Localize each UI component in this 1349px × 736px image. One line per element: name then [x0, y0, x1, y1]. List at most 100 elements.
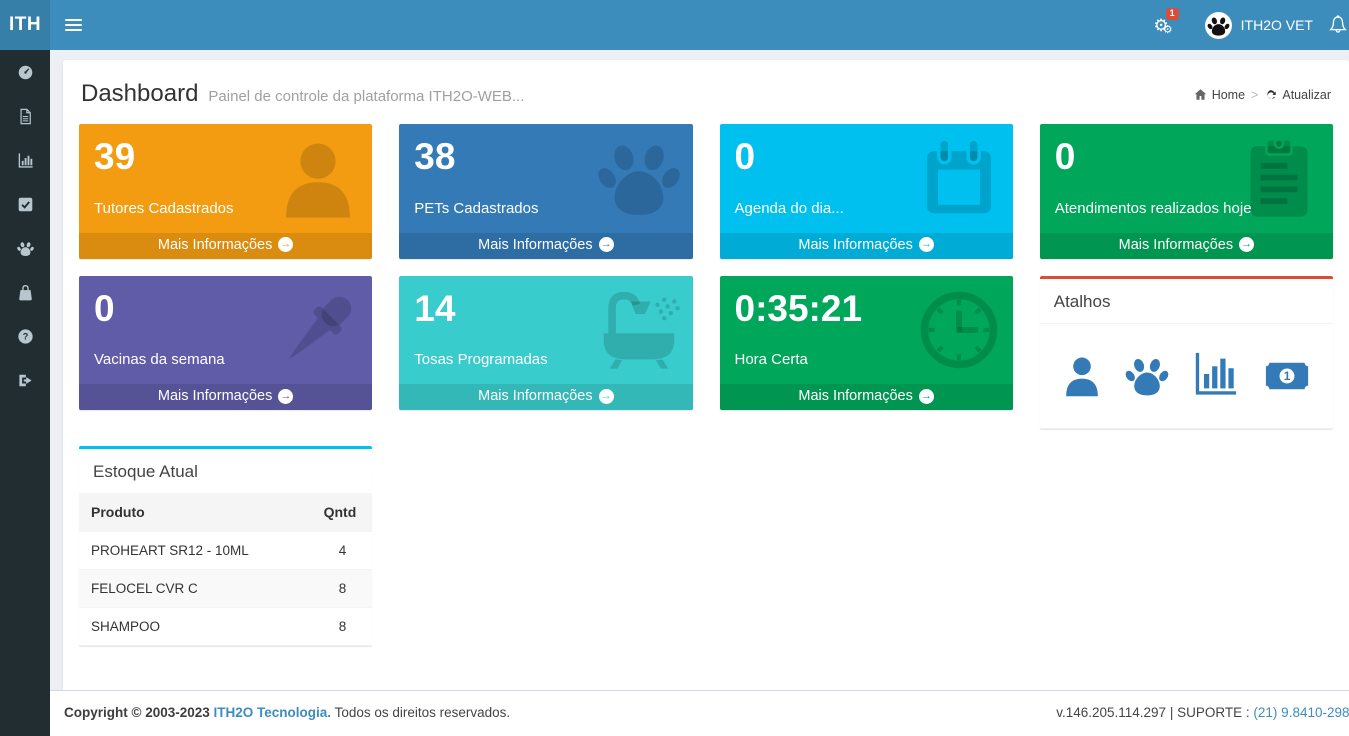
arrow-circle-icon: → — [1239, 237, 1255, 253]
user-menu-button[interactable]: ITH2O VET — [1183, 11, 1327, 39]
notification-badge: 1 — [1165, 8, 1179, 20]
stock-header-row: Produto Qntd — [79, 492, 373, 532]
bar-chart-icon — [1195, 352, 1237, 395]
bath-shower-icon — [597, 288, 681, 372]
infobox-label: Tosas Programadas — [414, 351, 548, 369]
infobox-label: Tutores Cadastrados — [94, 199, 234, 217]
table-row[interactable]: SHAMPOO 8 — [79, 606, 373, 645]
check-square-icon — [18, 197, 32, 211]
bell-icon — [1329, 15, 1347, 33]
infobox-label: Hora Certa — [734, 351, 808, 369]
shortcut-financeiro-button[interactable]: 1 — [1261, 354, 1313, 398]
shortcuts-body: 1 — [1040, 324, 1333, 428]
shortcut-pets-button[interactable] — [1125, 354, 1169, 398]
arrow-circle-icon: → — [918, 237, 934, 253]
arrow-circle-icon: → — [278, 388, 294, 404]
svg-text:?: ? — [22, 331, 28, 341]
footer-version-support: v.146.205.114.297 | SUPORTE : (21) 9.841… — [1056, 705, 1349, 720]
more-info-link[interactable]: Mais Informações → — [79, 232, 373, 259]
infobox-pets: 38 PETs Cadastrados Mais Inform — [399, 124, 693, 259]
infobox-label: Agenda do dia... — [734, 199, 844, 217]
shortcut-tutores-button[interactable] — [1060, 354, 1104, 398]
calendar-icon — [917, 136, 1001, 220]
support-label: SUPORTE : — [1177, 705, 1250, 720]
sidebar-item-documentos[interactable] — [0, 94, 50, 138]
infobox-vacinas: 0 Vacinas da semana — [79, 275, 373, 411]
arrow-circle-icon: → — [918, 388, 934, 404]
sidebar-item-ajuda[interactable]: ? — [0, 314, 50, 358]
shopping-bag-icon — [18, 284, 32, 300]
infobox-value: 38 — [414, 136, 456, 177]
page-header: Dashboard Painel de controle da platafor… — [79, 70, 1333, 124]
page-title: Dashboard — [81, 80, 199, 107]
gears-icon: ⚙ — [1153, 15, 1169, 35]
more-info-link[interactable]: Mais Informações → — [1039, 232, 1333, 259]
gear-small-icon: ⚙ — [1162, 23, 1173, 36]
main-footer: Copyright © 2003-2023 ITH2O Tecnologia. … — [50, 690, 1349, 736]
company-link[interactable]: ITH2O Tecnologia. — [213, 705, 332, 720]
breadcrumb-refresh-link[interactable]: Atualizar — [1264, 88, 1331, 102]
home-icon — [1194, 89, 1206, 100]
person-icon — [1065, 357, 1098, 396]
infobox-label: Atendimentos realizados hoje — [1054, 199, 1252, 217]
shortcuts-box: Atalhos — [1039, 275, 1333, 429]
shortcut-relatorios-button[interactable] — [1190, 350, 1240, 398]
product-qty: 8 — [310, 568, 373, 608]
sidebar-item-pets[interactable] — [0, 226, 50, 270]
stock-table: Produto Qntd PROHEART SR12 - 10ML 4 FELO… — [79, 492, 373, 645]
infobox-value: 0:35:21 — [734, 287, 863, 329]
logout-icon — [18, 374, 32, 386]
version-text: v.146.205.114.297 — [1056, 705, 1167, 720]
infobox-tutores: 39 Tutores Cadastrados Mais Informações → — [79, 124, 373, 259]
breadcrumb: Home > Atualizar — [1194, 88, 1331, 102]
person-icon — [276, 136, 360, 220]
paw-icon — [16, 241, 34, 256]
refresh-icon — [1267, 90, 1277, 99]
user-name: ITH2O VET — [1240, 17, 1313, 33]
infobox-label: PETs Cadastrados — [414, 199, 539, 217]
more-info-link[interactable]: Mais Informações → — [399, 384, 693, 411]
breadcrumb-home-link[interactable]: Home — [1194, 88, 1245, 102]
dashboard-gauge-icon — [18, 65, 32, 79]
more-info-link[interactable]: Mais Informações → — [399, 232, 693, 259]
table-row[interactable]: PROHEART SR12 - 10ML 4 — [79, 530, 373, 570]
product-name: FELOCEL CVR C — [79, 568, 311, 608]
notifications-button[interactable] — [1327, 0, 1349, 50]
infobox-value: 39 — [94, 136, 136, 177]
money-icon: 1 — [1262, 358, 1312, 393]
settings-menu-button[interactable]: ⚙ ⚙ 1 — [1144, 0, 1183, 50]
product-qty: 4 — [310, 530, 373, 570]
content-wrapper: Dashboard Painel de controle da platafor… — [50, 50, 1349, 693]
sidebar-item-sair[interactable] — [0, 358, 50, 402]
app-logo[interactable]: ITH — [0, 0, 50, 50]
sidebar-item-dashboard[interactable] — [0, 50, 50, 94]
more-info-link[interactable]: Mais Informações → — [719, 232, 1013, 259]
stock-box: Estoque Atual Produto Qntd PROHEART SR12… — [79, 445, 373, 646]
footer-copyright: Copyright © 2003-2023 ITH2O Tecnologia. … — [64, 705, 511, 720]
infobox-label: Vacinas da semana — [94, 351, 225, 369]
clipboard-icon — [1237, 136, 1321, 220]
infobox-value: 0 — [1054, 136, 1076, 177]
stock-col-qntd: Qntd — [310, 492, 373, 532]
main-panel: Dashboard Painel de controle da platafor… — [63, 60, 1349, 693]
support-phone-link[interactable]: (21) 9.8410-2983 — [1253, 705, 1349, 720]
table-row[interactable]: FELOCEL CVR C 8 — [79, 568, 373, 608]
product-name: PROHEART SR12 - 10ML — [79, 530, 311, 570]
bar-chart-icon — [18, 152, 33, 168]
more-info-link[interactable]: Mais Informações → — [719, 384, 1013, 411]
sidebar-item-tarefas[interactable] — [0, 182, 50, 226]
clock-icon — [917, 288, 1001, 372]
sidebar-toggle-button[interactable] — [50, 0, 96, 50]
navbar-right: ⚙ ⚙ 1 ITH2O VET — [1144, 0, 1349, 50]
stock-col-produto: Produto — [79, 492, 311, 532]
infobox-value: 0 — [734, 136, 756, 177]
infobox-atendimentos: 0 Atendimentos realizados hoje — [1039, 124, 1333, 259]
arrow-circle-icon: → — [278, 237, 294, 253]
paw-icon — [597, 136, 681, 220]
sidebar-item-relatorios[interactable] — [0, 138, 50, 182]
sidebar-item-loja[interactable] — [0, 270, 50, 314]
infobox-value: 14 — [414, 287, 456, 329]
infobox-agenda: 0 Agenda do dia... Mais Informações → — [719, 124, 1013, 259]
shortcuts-title: Atalhos — [1039, 279, 1333, 324]
more-info-link[interactable]: Mais Informações → — [79, 384, 373, 411]
